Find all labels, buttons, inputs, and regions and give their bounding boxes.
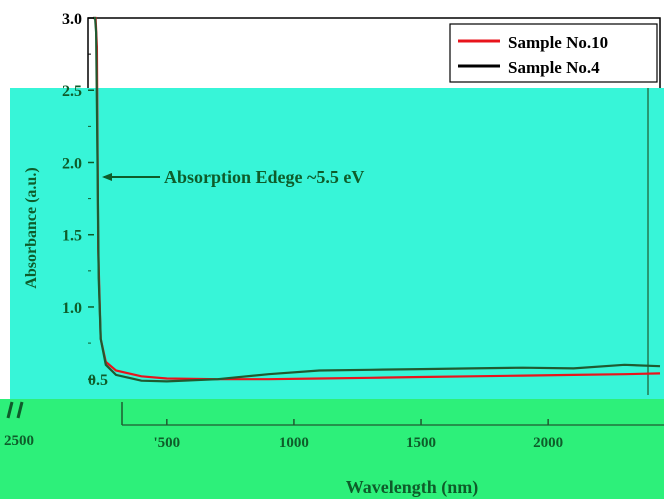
annotation-arrowhead (102, 173, 112, 181)
y-axis-title: Absorbance (a.u.) (23, 167, 40, 288)
annotation-text: Absorption Edege ~5.5 eV (164, 167, 364, 187)
y-tick-label: 3.0 (62, 11, 82, 28)
legend-box (449, 23, 658, 83)
x-axis-left-edge-label: 2500 (4, 433, 34, 449)
legend-label-sample-no10: Sample No.10 (508, 33, 608, 52)
y-tick-label: 2.5 (62, 83, 82, 100)
x-axis: '500 1000 1500 2000 (153, 419, 563, 451)
y-axis: 3.0 2.5 2.0 1.5 1.0 0.5 (62, 11, 108, 389)
y-tick-label: 0.5 (88, 372, 108, 389)
legend-label-sample-no4: Sample No.4 (508, 58, 600, 77)
x-tick-label: 1500 (406, 435, 436, 451)
x-tick-label: 2000 (533, 435, 563, 451)
x-axis-title: Wavelength (nm) (346, 477, 479, 498)
y-tick-label: 1.5 (62, 228, 82, 245)
series-line-sample-no-4 (93, 16, 661, 383)
green-overlay-band (0, 399, 664, 499)
cyan-overlay-band (10, 88, 664, 399)
overlay-fragment-left-a (6, 401, 14, 419)
x-tick-label: 1000 (279, 435, 309, 451)
overlay-fragment-left-b (16, 401, 24, 419)
y-tick-label: 2.0 (62, 155, 82, 172)
y-tick-label: 1.0 (62, 300, 82, 317)
legend: Sample No.10 Sample No.4 (449, 23, 658, 83)
series-layer (93, 16, 661, 383)
x-tick-label: '500 (153, 435, 180, 451)
